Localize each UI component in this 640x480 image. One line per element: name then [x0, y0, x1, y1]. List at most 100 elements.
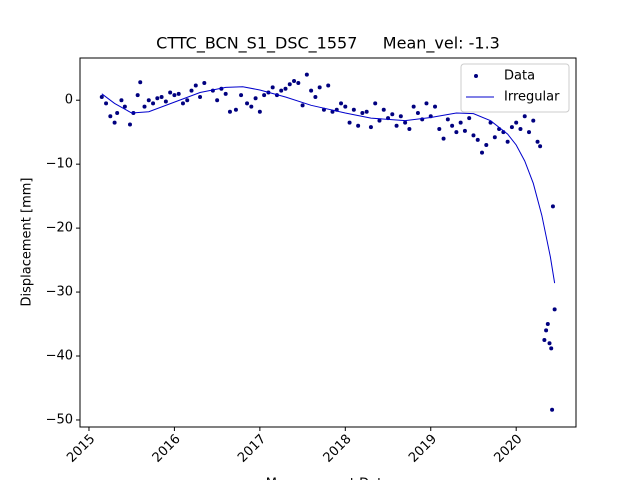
data-point — [550, 204, 555, 209]
data-point — [122, 104, 127, 109]
legend-box — [460, 63, 570, 113]
data-point — [115, 110, 120, 115]
data-point — [202, 80, 207, 85]
data-point — [215, 98, 220, 103]
x-tick-label: 2016 — [150, 432, 184, 466]
data-point — [296, 80, 301, 85]
data-point — [159, 95, 164, 100]
data-point — [257, 109, 262, 114]
data-point — [168, 90, 173, 95]
data-point — [347, 120, 352, 125]
data-point — [433, 104, 438, 109]
data-point — [492, 135, 497, 140]
data-point — [198, 95, 203, 100]
data-point — [163, 99, 168, 104]
x-tick-label: 2017 — [235, 432, 269, 466]
data-point — [471, 133, 476, 138]
data-point — [480, 150, 485, 155]
data-point — [377, 118, 382, 123]
data-point — [253, 96, 258, 101]
data-point — [317, 85, 322, 90]
data-point — [283, 86, 288, 91]
data-point — [343, 104, 348, 109]
data-point — [245, 101, 250, 106]
data-point — [155, 96, 160, 101]
plot-frame — [79, 57, 577, 428]
data-point — [99, 95, 104, 100]
legend-label: Irregular — [504, 90, 560, 105]
data-point — [542, 338, 547, 343]
x-axis-label: Measurement Date — [266, 477, 390, 480]
data-point — [309, 88, 314, 93]
data-point — [104, 101, 109, 106]
legend-marker — [474, 74, 478, 78]
data-point — [538, 144, 543, 149]
data-point — [339, 101, 344, 106]
data-point — [424, 101, 429, 106]
data-point — [381, 107, 386, 112]
data-point — [292, 79, 297, 84]
x-tick-label: 2019 — [406, 432, 440, 466]
data-point — [505, 139, 510, 144]
data-point — [514, 120, 519, 125]
data-point — [411, 104, 416, 109]
data-point — [535, 139, 540, 144]
data-point — [462, 128, 467, 133]
data-point — [189, 88, 194, 93]
data-point — [450, 123, 455, 128]
data-point — [549, 346, 554, 351]
legend-label: Data — [504, 69, 535, 84]
data-point — [262, 93, 267, 98]
y-tick-label: −40 — [46, 349, 73, 364]
data-point — [142, 104, 147, 109]
y-tick-label: −10 — [46, 157, 73, 172]
y-axis-label: Displacement [mm] — [20, 178, 35, 307]
data-point — [326, 83, 331, 88]
data-point — [300, 103, 305, 108]
data-point — [509, 125, 514, 130]
data-point — [270, 85, 275, 90]
data-point — [518, 126, 523, 131]
data-point — [151, 101, 156, 106]
x-tick-label: 2020 — [491, 432, 525, 466]
x-tick-label: 2015 — [64, 432, 98, 466]
data-point — [403, 120, 408, 125]
data-point — [368, 125, 373, 130]
data-point — [550, 407, 555, 412]
data-point — [552, 307, 557, 312]
data-point — [119, 98, 124, 103]
data-point — [544, 328, 549, 333]
data-point — [127, 122, 132, 127]
data-point — [407, 126, 412, 131]
data-point — [176, 91, 181, 96]
data-point — [185, 98, 190, 103]
data-point — [304, 72, 309, 77]
data-point — [223, 91, 228, 96]
data-point — [454, 130, 459, 135]
y-tick-label: −30 — [46, 285, 73, 300]
data-point — [360, 110, 365, 115]
data-point — [398, 114, 403, 119]
data-point — [233, 107, 238, 112]
data-point — [527, 130, 532, 135]
y-tick-label: 0 — [65, 93, 73, 108]
data-point — [193, 83, 198, 88]
y-tick-label: −20 — [46, 221, 73, 236]
data-point — [135, 93, 140, 98]
data-point — [522, 114, 527, 119]
data-point — [458, 120, 463, 125]
data-point — [172, 93, 177, 98]
data-point — [227, 109, 232, 114]
data-point — [441, 136, 446, 141]
chart-title: CTTC_BCN_S1_DSC_1557 Mean_vel: -1.3 — [156, 34, 500, 54]
data-point — [313, 95, 318, 100]
data-point — [287, 82, 292, 87]
y-tick-label: −50 — [46, 412, 73, 427]
data-point — [373, 101, 378, 106]
data-point — [415, 110, 420, 115]
data-point — [108, 114, 113, 119]
data-point — [547, 341, 552, 346]
data-point — [180, 101, 185, 106]
